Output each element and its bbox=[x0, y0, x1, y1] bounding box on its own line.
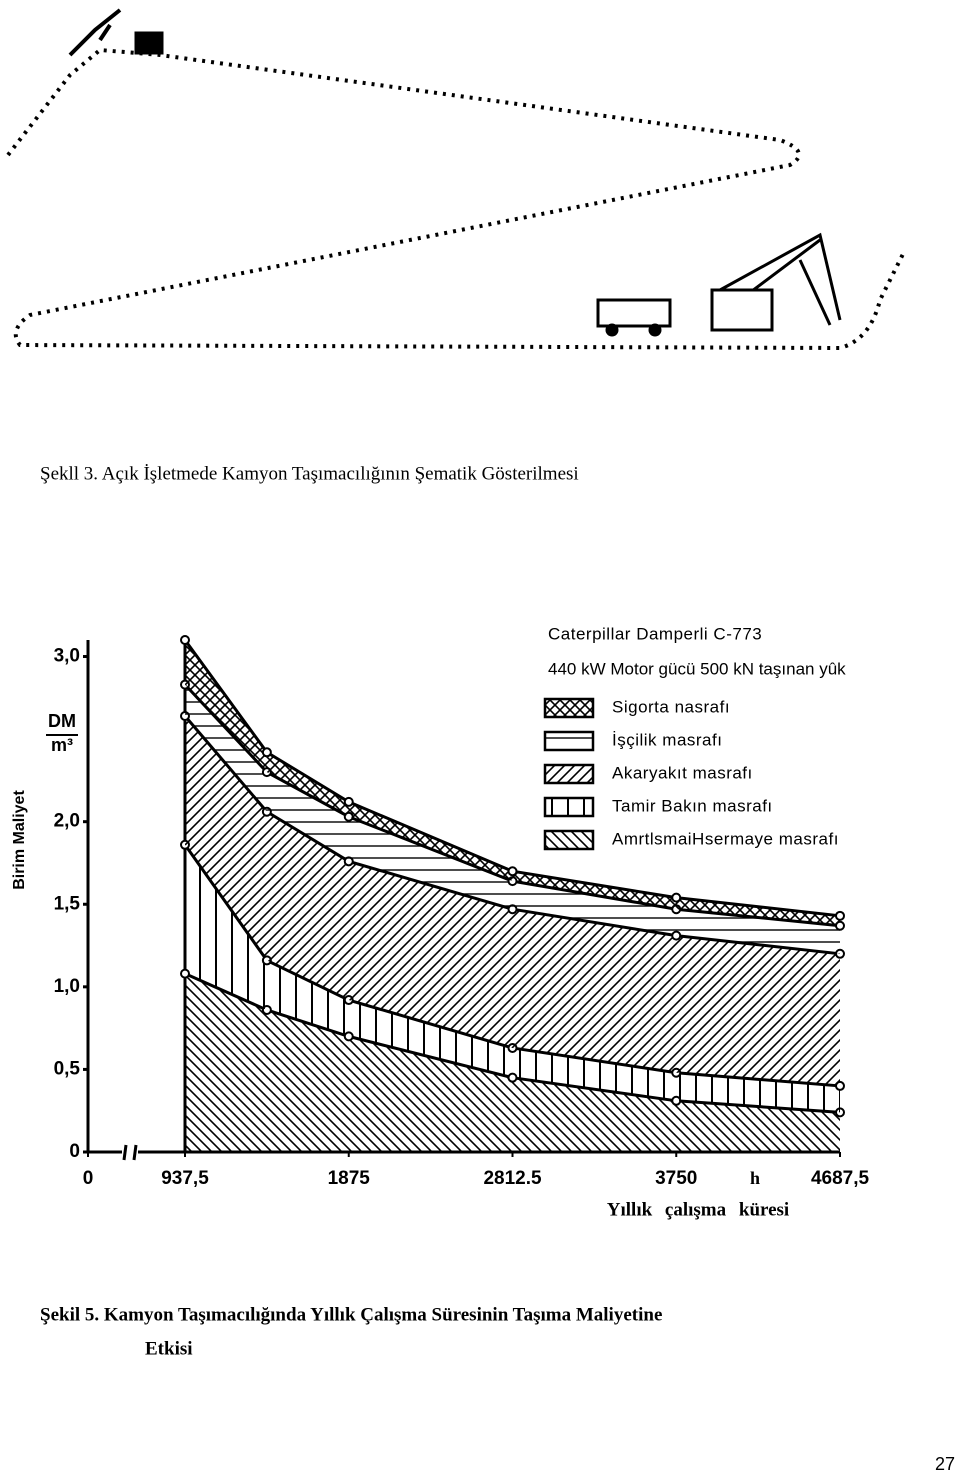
y-tick-label: 2,0 bbox=[54, 811, 80, 832]
figure-caption: Şekil 5. Kamyon Taşımacılığında Yıllık Ç… bbox=[40, 1304, 662, 1325]
excavator bbox=[710, 232, 842, 332]
y-axis-label: Birim Maliyet bbox=[11, 790, 28, 890]
axis-break bbox=[122, 1144, 138, 1161]
legend-swatch bbox=[543, 763, 595, 785]
data-point bbox=[261, 747, 272, 758]
data-point bbox=[835, 910, 845, 921]
area bbox=[185, 844, 840, 1113]
x-tick-label: 1875 bbox=[328, 1168, 371, 1189]
legend-swatch bbox=[543, 829, 595, 851]
data-point bbox=[180, 635, 190, 645]
legend-label: Sigorta nasrafı bbox=[612, 697, 730, 716]
y-tick-label: 3,0 bbox=[54, 646, 80, 667]
figure-caption: Şekll 3. Açık İşletmede Kamyon Taşımacıl… bbox=[40, 463, 579, 484]
legend-label: AmrtlsmaiHsermaye masrafı bbox=[612, 829, 839, 848]
y-tick-label: 1,5 bbox=[54, 893, 81, 914]
x-tick-label: 3750 bbox=[655, 1168, 697, 1189]
legend-label: İşçilik masrafı bbox=[612, 730, 722, 749]
y-axis-unit: m³ bbox=[51, 735, 73, 755]
data-point bbox=[507, 866, 518, 877]
area-edge bbox=[183, 639, 841, 918]
legend-label: Tamir Bakın masrafı bbox=[612, 796, 773, 815]
schematic-drawing bbox=[6, 8, 907, 351]
x-tick-label: 2812.5 bbox=[483, 1168, 542, 1189]
y-axis-unit: DM bbox=[48, 711, 76, 731]
legend-swatch bbox=[543, 730, 595, 752]
data-point bbox=[343, 796, 354, 807]
chart-title: Caterpillar Damperli C-773 bbox=[548, 624, 762, 643]
x-tick-label: 937,5 bbox=[161, 1168, 209, 1189]
area bbox=[185, 684, 840, 954]
haul-truck bbox=[596, 298, 672, 337]
x-tick-label: 4687,5 bbox=[811, 1168, 870, 1189]
x-axis-unit: h bbox=[750, 1168, 760, 1188]
figure-caption: Etkisi bbox=[145, 1338, 193, 1359]
page-number: 27 bbox=[935, 1454, 955, 1474]
top-truck bbox=[68, 8, 122, 57]
legend-swatch bbox=[543, 697, 595, 719]
area bbox=[185, 715, 840, 1086]
area bbox=[185, 973, 840, 1152]
y-tick-label: 0 bbox=[69, 1141, 80, 1162]
y-tick-label: 0,5 bbox=[54, 1058, 81, 1079]
legend-label: Akaryakıt masrafı bbox=[612, 763, 753, 782]
x-tick-label: 0 bbox=[83, 1168, 94, 1189]
top-vehicle bbox=[134, 31, 164, 55]
chart: Caterpillar Damperli C-773 440 kW Motor … bbox=[11, 624, 869, 1220]
haul-road bbox=[6, 47, 907, 351]
chart-subtitle: 440 kW Motor gücü 500 kN taşınan yûk bbox=[548, 659, 846, 678]
legend-swatch bbox=[543, 796, 595, 818]
data-point bbox=[671, 892, 682, 903]
x-axis-label: Yıllık çalışma küresi bbox=[607, 1199, 789, 1220]
y-tick-label: 1,0 bbox=[54, 976, 80, 997]
